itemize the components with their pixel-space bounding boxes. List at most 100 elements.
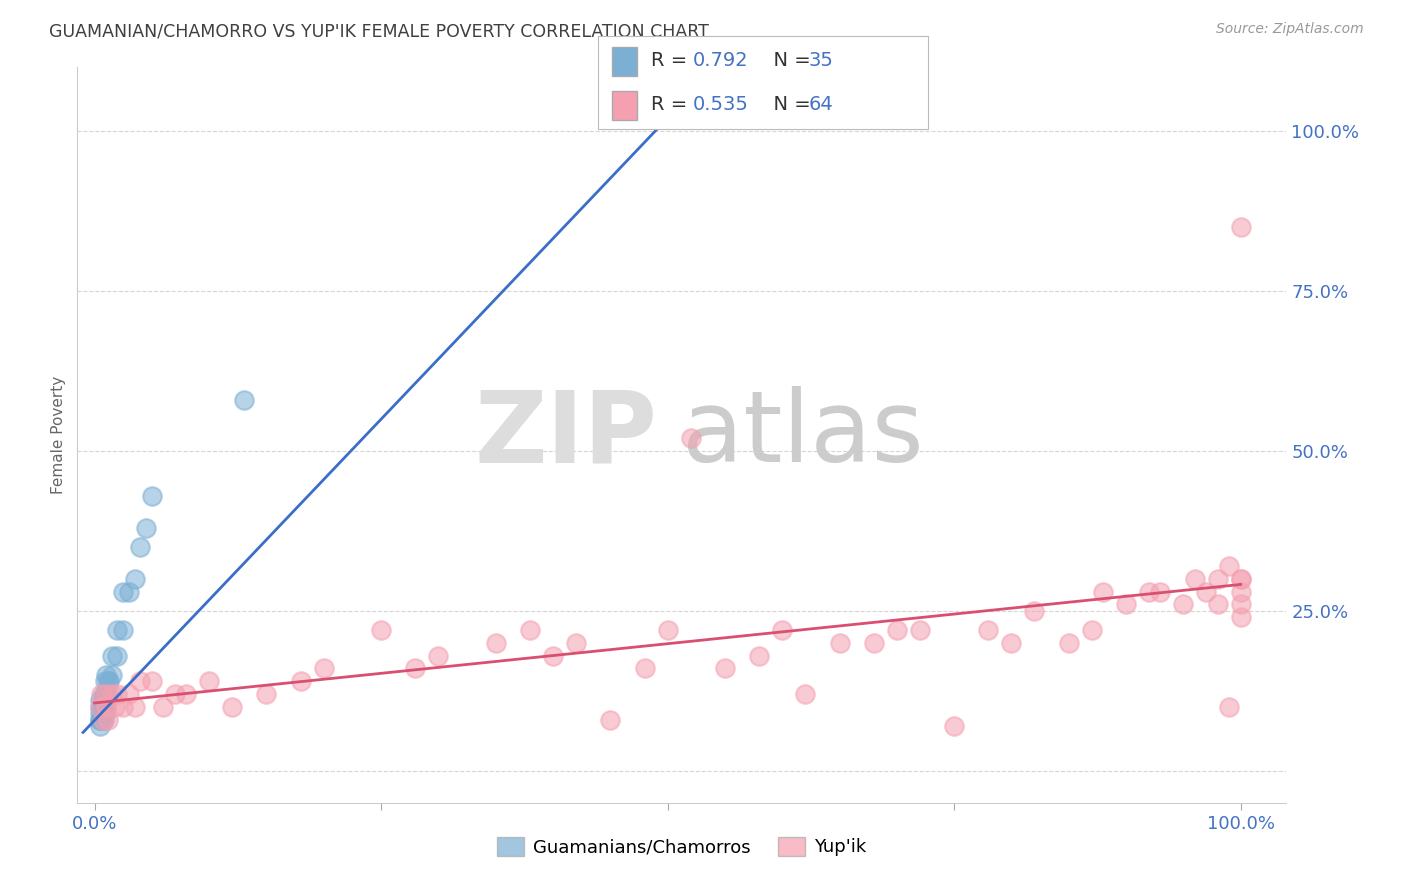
Point <box>221 699 243 714</box>
Point <box>89 699 111 714</box>
Point <box>1206 572 1229 586</box>
Point <box>118 584 141 599</box>
Point <box>98 674 121 689</box>
Point <box>163 687 186 701</box>
Point <box>174 687 197 701</box>
Point <box>485 636 508 650</box>
Point <box>312 661 335 675</box>
Text: 0.792: 0.792 <box>693 52 749 70</box>
Point <box>519 623 541 637</box>
Point <box>1057 636 1080 650</box>
Point <box>977 623 1000 637</box>
Point <box>1149 584 1171 599</box>
Point <box>94 668 117 682</box>
Point <box>89 699 111 714</box>
Text: ZIP: ZIP <box>475 386 658 483</box>
Point <box>1229 572 1251 586</box>
Point <box>1092 584 1115 599</box>
Text: 64: 64 <box>808 95 834 113</box>
Point <box>427 648 450 663</box>
Point <box>112 584 135 599</box>
Point <box>828 636 851 650</box>
Text: GUAMANIAN/CHAMORRO VS YUP'IK FEMALE POVERTY CORRELATION CHART: GUAMANIAN/CHAMORRO VS YUP'IK FEMALE POVE… <box>49 22 709 40</box>
Point <box>657 623 679 637</box>
Y-axis label: Female Poverty: Female Poverty <box>51 376 66 494</box>
Point <box>94 687 117 701</box>
Text: N =: N = <box>761 52 817 70</box>
Point <box>97 687 120 701</box>
Point <box>112 623 135 637</box>
Point <box>93 706 115 721</box>
Point <box>89 693 111 707</box>
Point <box>112 699 135 714</box>
Point <box>97 674 120 689</box>
Point <box>93 687 115 701</box>
Point <box>290 674 312 689</box>
Point <box>565 636 588 650</box>
Point <box>89 713 111 727</box>
Point <box>404 661 426 675</box>
Point <box>124 572 146 586</box>
Point <box>1024 604 1046 618</box>
Point <box>94 699 117 714</box>
Point <box>94 687 117 701</box>
Point <box>1184 572 1206 586</box>
Point <box>91 713 114 727</box>
Point <box>100 668 122 682</box>
Point <box>1137 584 1160 599</box>
Point <box>93 713 115 727</box>
Point <box>794 687 817 701</box>
Point <box>91 699 114 714</box>
Point <box>1229 572 1251 586</box>
Point <box>141 489 163 503</box>
Point <box>599 713 621 727</box>
Point <box>770 623 793 637</box>
Point <box>1218 559 1240 574</box>
Point <box>1229 219 1251 234</box>
Point <box>91 713 114 727</box>
Point <box>541 648 564 663</box>
Text: 35: 35 <box>808 52 834 70</box>
Text: Source: ZipAtlas.com: Source: ZipAtlas.com <box>1216 22 1364 37</box>
Text: R =: R = <box>651 52 693 70</box>
Point <box>908 623 931 637</box>
Point <box>232 392 254 407</box>
Point <box>135 521 157 535</box>
Point <box>91 706 114 721</box>
Point <box>129 540 152 554</box>
Text: atlas: atlas <box>682 386 924 483</box>
Point <box>1229 584 1251 599</box>
Text: R =: R = <box>651 95 693 113</box>
Point <box>1115 598 1137 612</box>
Point <box>129 674 152 689</box>
Point <box>94 674 117 689</box>
Point <box>89 713 111 727</box>
Point <box>124 699 146 714</box>
Point <box>886 623 908 637</box>
Point <box>634 661 657 675</box>
Text: N =: N = <box>761 95 817 113</box>
Point <box>107 687 129 701</box>
Point <box>1173 598 1195 612</box>
Text: 0.535: 0.535 <box>693 95 749 113</box>
Point <box>714 661 737 675</box>
Point <box>89 706 111 721</box>
Point <box>141 674 163 689</box>
Point <box>943 719 966 733</box>
Point <box>370 623 392 637</box>
Point <box>90 687 112 701</box>
Point <box>1218 699 1240 714</box>
Point <box>118 687 141 701</box>
Point <box>100 648 122 663</box>
Point <box>748 648 770 663</box>
Point <box>104 699 127 714</box>
Point <box>94 687 117 701</box>
Point <box>1080 623 1102 637</box>
Point <box>107 623 129 637</box>
Point <box>89 719 111 733</box>
Point <box>1195 584 1218 599</box>
Point <box>1206 598 1229 612</box>
Point <box>94 699 117 714</box>
Point <box>94 706 117 721</box>
Point <box>100 687 122 701</box>
